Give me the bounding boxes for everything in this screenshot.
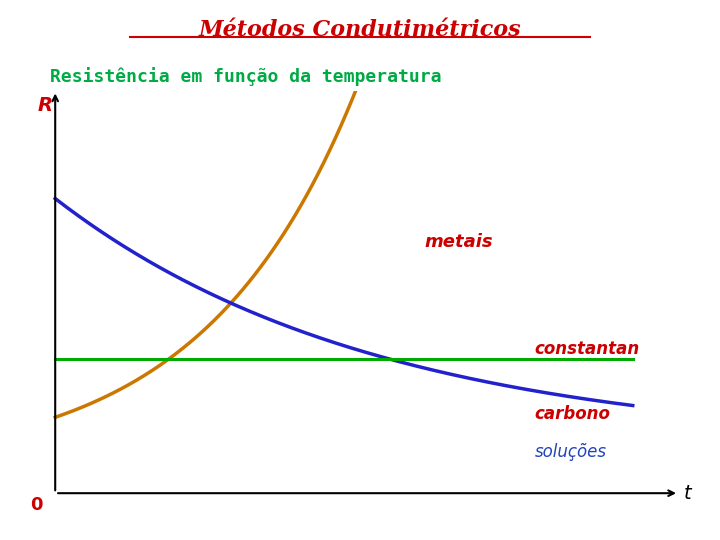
- Text: metais: metais: [425, 233, 493, 251]
- Text: t: t: [683, 484, 691, 503]
- Text: carbono: carbono: [534, 406, 611, 423]
- Text: soluções: soluções: [534, 443, 606, 461]
- Text: Métodos Condutimétricos: Métodos Condutimétricos: [199, 19, 521, 41]
- Text: R: R: [37, 97, 53, 116]
- Text: Resistência em função da temperatura: Resistência em função da temperatura: [50, 68, 442, 86]
- Text: constantan: constantan: [534, 340, 640, 358]
- Text: 0: 0: [30, 496, 42, 514]
